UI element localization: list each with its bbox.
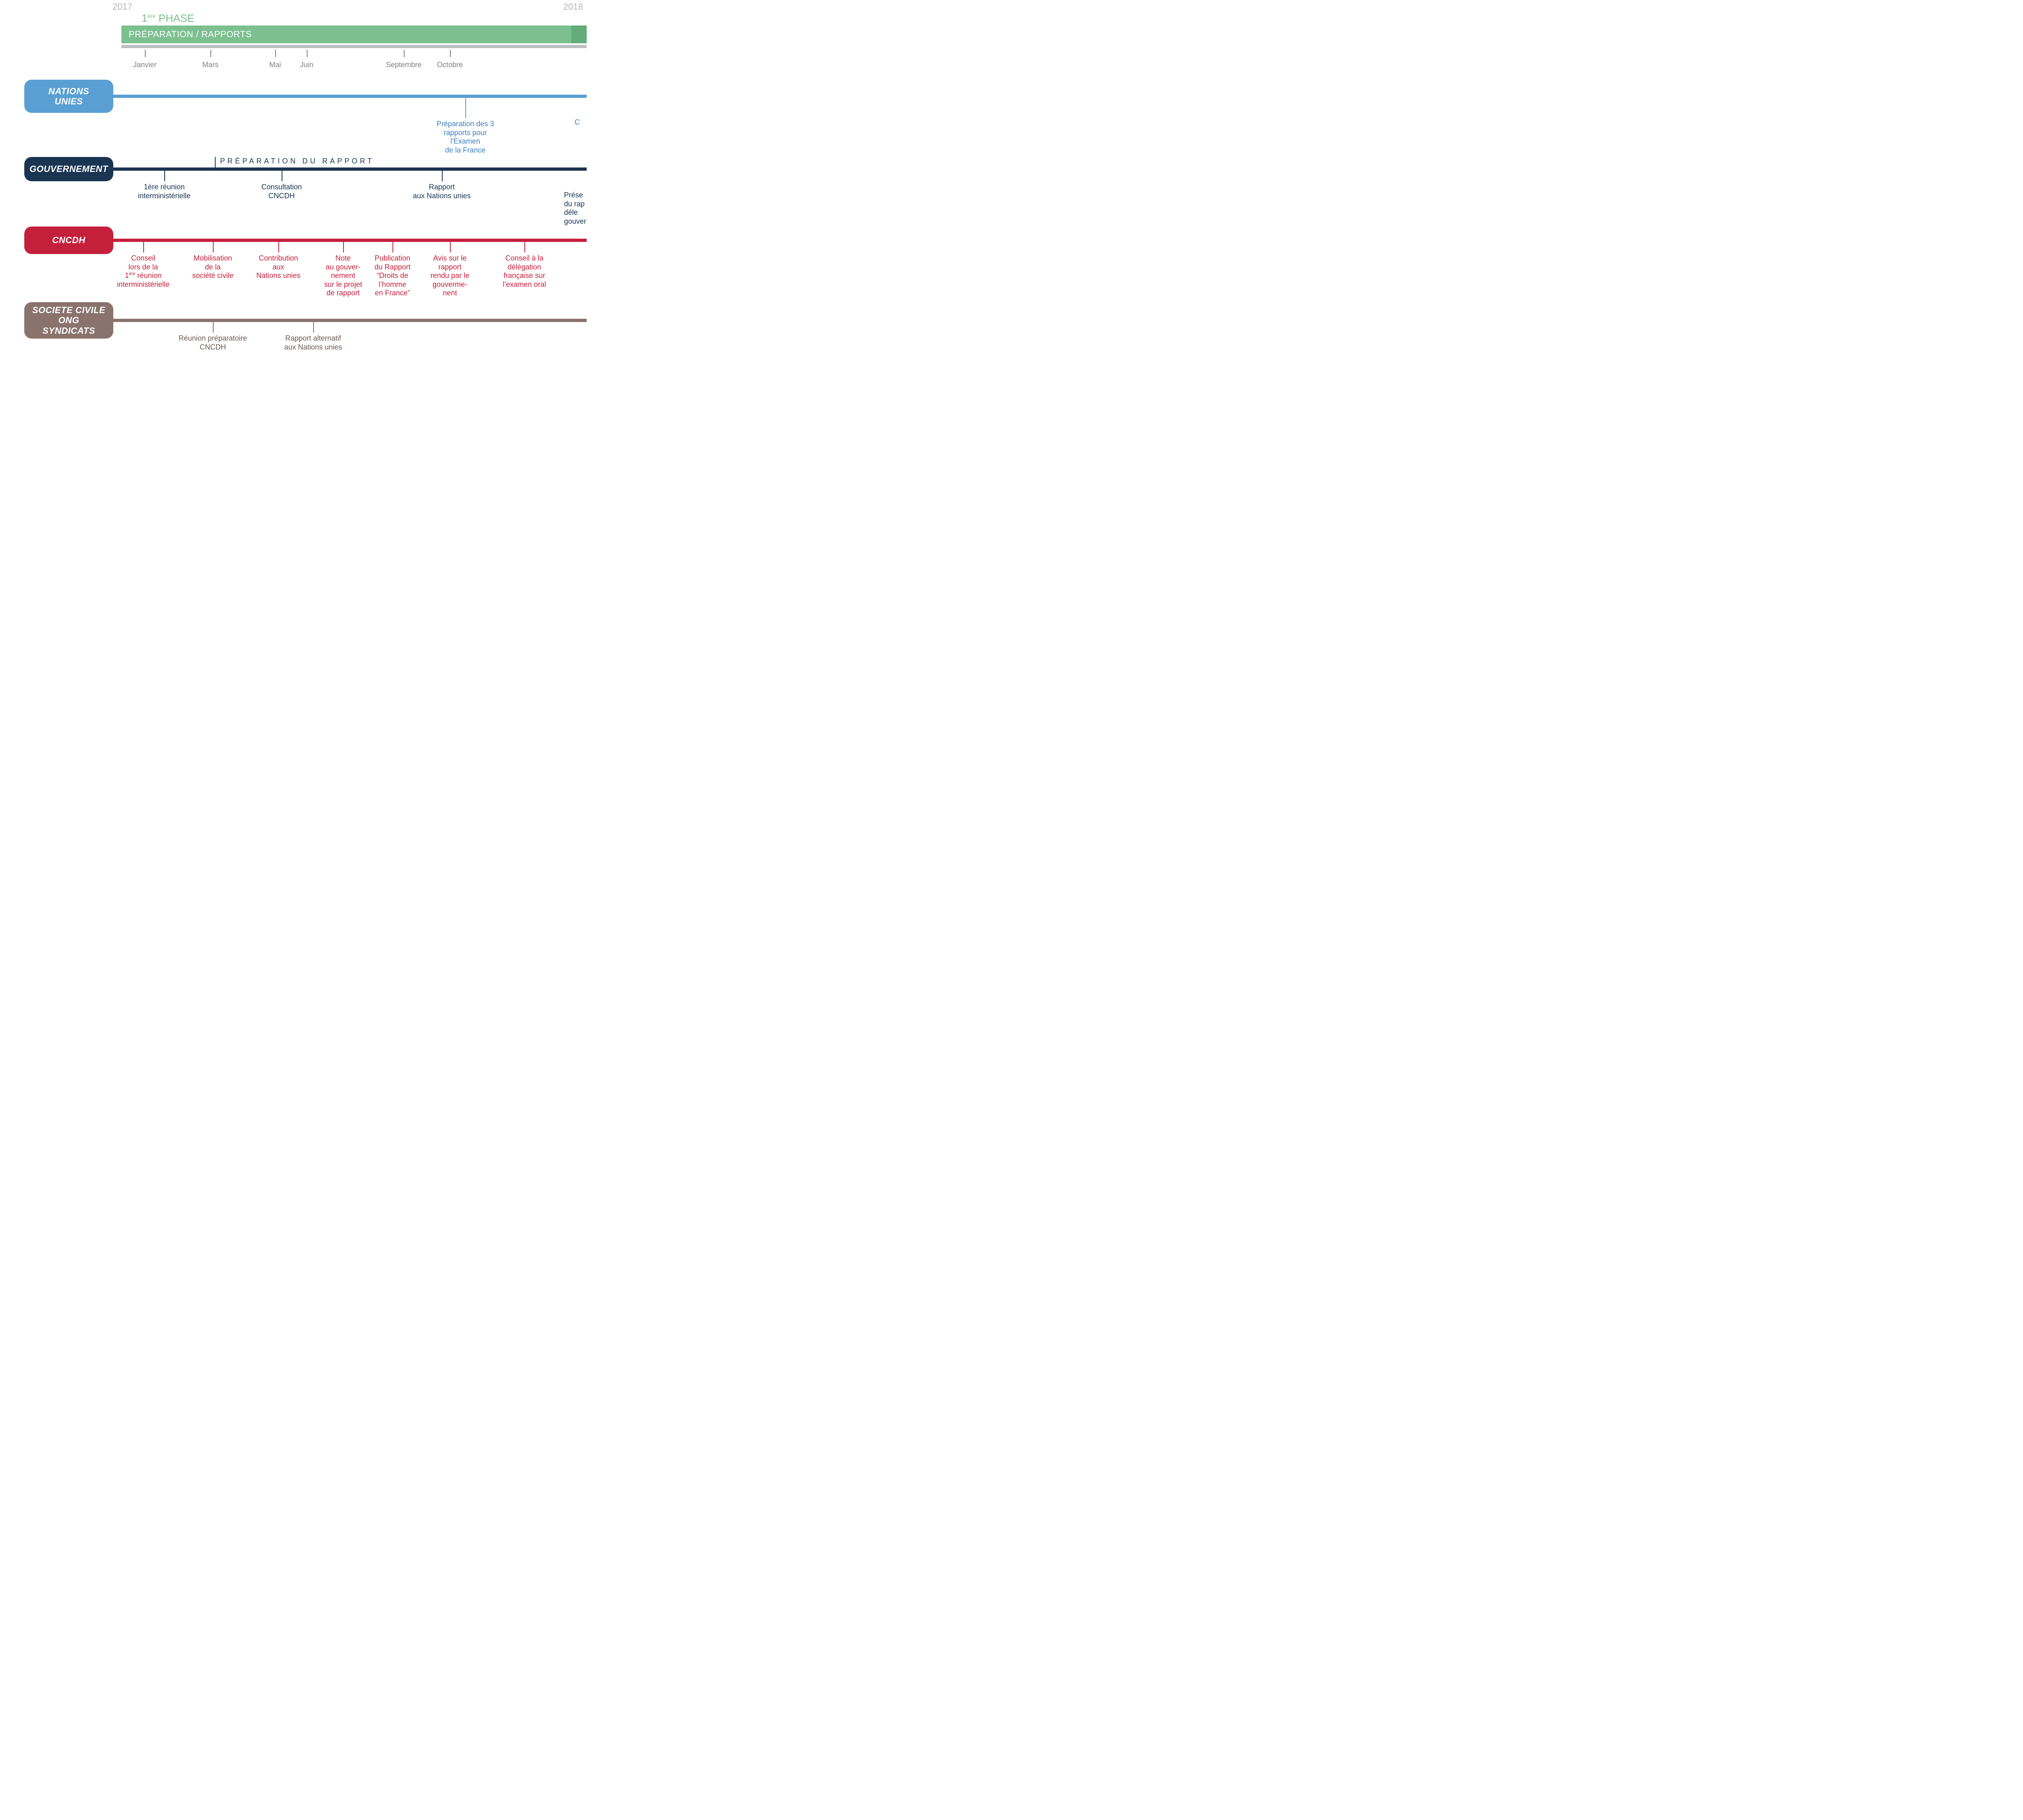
soc-event-tick <box>313 322 314 333</box>
gov-label: GOUVERNEMENT <box>24 157 113 181</box>
cncdh-event-tick <box>450 242 451 252</box>
gov-right-fragment: Présedu rapdélegouver <box>564 191 588 226</box>
gov-section-title: PRÉPARATION DU RAPPORT <box>220 157 374 165</box>
un-line <box>112 95 587 98</box>
month-tick <box>210 50 211 57</box>
gov-event-tick <box>442 171 443 181</box>
cncdh-event-tick <box>524 242 525 252</box>
phase-bar-next <box>571 25 587 43</box>
soc-line <box>112 319 587 322</box>
soc-event-tick <box>213 322 214 333</box>
year-label: 2017 <box>112 2 132 12</box>
month-label: Octobre <box>426 61 474 69</box>
month-tick <box>404 50 405 57</box>
gov-section-tick <box>215 157 216 167</box>
cncdh-event-tick <box>213 242 214 252</box>
cncdh-event-text: Avis sur lerapportrendu par legouverme-n… <box>414 254 486 298</box>
month-label: Septembre <box>380 61 428 69</box>
gov-event-text: ConsultationCNCDH <box>245 183 318 200</box>
soc-event-text: Réunion préparatoireCNCDH <box>176 334 249 352</box>
soc-event-text: Rapport alternatifaux Nations unies <box>277 334 350 352</box>
month-tick <box>145 50 146 57</box>
un-label: NATIONS UNIES <box>24 80 113 113</box>
gov-event-text: 1ère réunioninterministérielle <box>128 183 201 200</box>
soc-label: SOCIETE CIVILE ONG SYNDICATS <box>24 302 113 339</box>
month-label: Mars <box>186 61 235 69</box>
cncdh-label: CNCDH <box>24 227 113 254</box>
year-label: 2018 <box>563 2 583 12</box>
grey-strip <box>121 45 587 48</box>
cncdh-event-tick <box>143 242 144 252</box>
cncdh-line <box>112 239 587 242</box>
cncdh-event-text: Conseil à ladélégationfrançaise surl’exa… <box>488 254 561 289</box>
month-tick <box>275 50 276 57</box>
un-event-text: Préparation des 3rapports pour l'Examend… <box>429 120 502 155</box>
gov-event-text: Rapportaux Nations unies <box>405 183 478 200</box>
gov-line <box>112 167 587 171</box>
cncdh-event-tick <box>392 242 393 252</box>
cncdh-event-text: Mobilisationde lasociété civile <box>176 254 249 280</box>
phase-bar: PRÉPARATION / RAPPORTS <box>121 25 571 43</box>
month-tick <box>450 50 451 57</box>
cncdh-event-tick <box>278 242 279 252</box>
gov-event-tick <box>164 171 165 181</box>
un-event-tick <box>465 98 466 118</box>
month-label: Juin <box>282 61 331 69</box>
cncdh-event-text: ContributionauxNations unies <box>242 254 315 280</box>
un-right-fragment: C <box>575 118 599 127</box>
cncdh-event-tick <box>343 242 344 252</box>
cncdh-event-text: Conseillors de la1ère réunioninterminist… <box>107 254 180 289</box>
month-label: Janvier <box>121 61 169 69</box>
phase-title: 1ère PHASE <box>142 12 194 25</box>
